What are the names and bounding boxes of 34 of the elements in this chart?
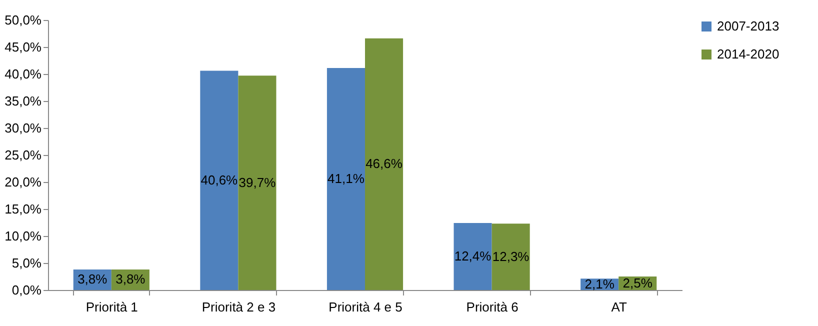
x-tick-label: Priorità 1 — [86, 300, 138, 314]
data-label: 12,3% — [492, 248, 530, 264]
data-label: 2,1% — [584, 276, 615, 292]
y-tick-label: 25,0% — [4, 148, 42, 162]
y-tick-label: 45,0% — [4, 40, 42, 54]
y-tick-label: 40,0% — [4, 66, 42, 82]
bar — [365, 38, 404, 290]
y-tick-label: 15,0% — [4, 202, 42, 216]
data-label: 3,8% — [78, 272, 108, 287]
y-tick-label: 35,0% — [4, 94, 42, 108]
y-tick-label: 10,0% — [4, 228, 42, 244]
bar — [238, 76, 276, 290]
x-tick-label: AT — [611, 300, 627, 314]
bar — [326, 68, 365, 290]
legend-label: 2014-2020 — [717, 46, 780, 62]
data-label: 3,8% — [116, 272, 146, 287]
data-label: 39,7% — [238, 174, 276, 190]
y-tick-label: 0,0% — [12, 282, 42, 298]
y-tick-label: 20,0% — [4, 174, 42, 190]
data-label: 2,5% — [622, 275, 653, 290]
legend-label: 2007-2013 — [717, 18, 780, 34]
x-tick-label: Priorità 4 e 5 — [328, 300, 402, 314]
data-label: 12,4% — [454, 248, 492, 264]
data-label: 41,1% — [328, 171, 365, 186]
y-tick-label: 30,0% — [4, 120, 42, 136]
bar — [200, 70, 238, 290]
data-label: 40,6% — [200, 172, 238, 188]
bar — [454, 223, 492, 290]
y-tick-label: 5,0% — [12, 256, 42, 270]
data-label: 46,6% — [366, 156, 403, 172]
x-tick-label: Priorità 6 — [466, 300, 518, 314]
bar — [492, 224, 530, 290]
x-tick-label: Priorità 2 e 3 — [202, 300, 276, 314]
y-tick-label: 50,0% — [4, 12, 42, 28]
